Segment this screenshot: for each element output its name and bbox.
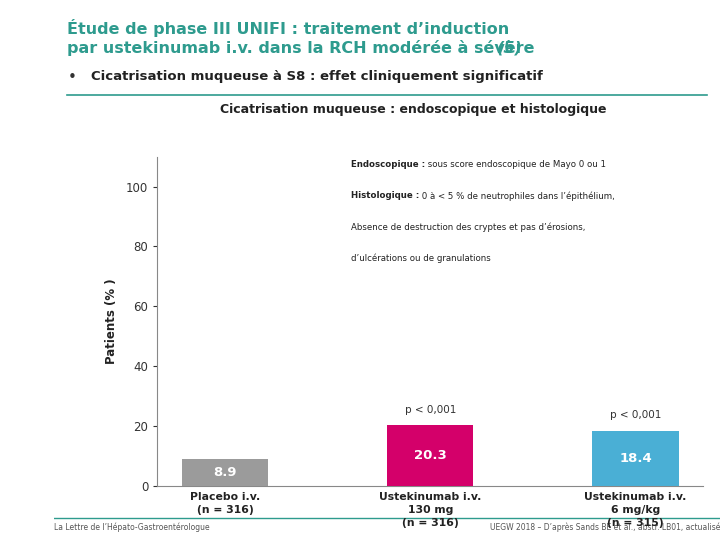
Text: Absence de destruction des cryptes et pas d’érosions,: Absence de destruction des cryptes et pa… xyxy=(351,222,585,232)
Text: En direct de l'UEGW 2018: En direct de l'UEGW 2018 xyxy=(24,139,30,228)
Text: e: e xyxy=(23,13,31,26)
Bar xyxy=(387,425,473,486)
Text: par ustekinumab i.v. dans la RCH modérée à sévère: par ustekinumab i.v. dans la RCH modérée… xyxy=(68,40,541,57)
Text: 18.4: 18.4 xyxy=(619,452,652,465)
Y-axis label: Patients (% ): Patients (% ) xyxy=(104,279,117,364)
Bar xyxy=(182,460,269,486)
Text: sous score endoscopique de Mayo 0 ou 1: sous score endoscopique de Mayo 0 ou 1 xyxy=(426,160,606,169)
Text: Cicatrisation muqueuse à S8 : effet cliniquement significatif: Cicatrisation muqueuse à S8 : effet clin… xyxy=(91,70,542,83)
Text: La Lettre de l’Hépato-Gastroentérologue: La Lettre de l’Hépato-Gastroentérologue xyxy=(54,523,210,532)
Text: Cicatrisation muqueuse : endoscopique et histologique: Cicatrisation muqueuse : endoscopique et… xyxy=(220,103,607,116)
Text: 0 à < 5 % de neutrophiles dans l’épithélium,: 0 à < 5 % de neutrophiles dans l’épithél… xyxy=(419,191,615,201)
Text: p < 0,001: p < 0,001 xyxy=(405,404,456,415)
Text: p < 0,001: p < 0,001 xyxy=(610,410,661,421)
Text: Étude de phase III UNIFI : traitement d’induction: Étude de phase III UNIFI : traitement d’… xyxy=(68,19,510,37)
Text: journal: journal xyxy=(12,46,42,55)
Text: (5): (5) xyxy=(497,40,523,56)
Text: 20.3: 20.3 xyxy=(414,449,446,462)
Text: •: • xyxy=(68,70,76,85)
Text: UEGW 2018 – D’après Sands BE et al., abstr. LB01, actualisé: UEGW 2018 – D’après Sands BE et al., abs… xyxy=(490,523,720,532)
Text: Endoscopique :: Endoscopique : xyxy=(351,160,426,169)
Text: d’ulcérations ou de granulations: d’ulcérations ou de granulations xyxy=(351,254,491,264)
Text: ·: · xyxy=(25,29,29,42)
Bar xyxy=(593,431,678,486)
Text: 8.9: 8.9 xyxy=(213,466,237,479)
Text: Histologique :: Histologique : xyxy=(351,191,419,200)
